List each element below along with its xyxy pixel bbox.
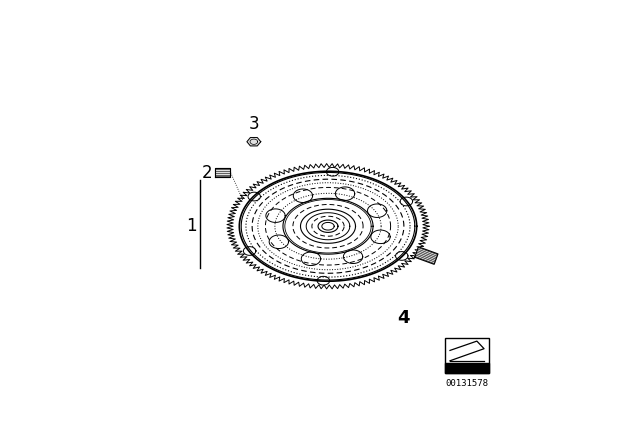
Bar — [445, 338, 490, 373]
Polygon shape — [215, 168, 230, 177]
Text: 3: 3 — [248, 116, 259, 134]
Text: 4: 4 — [397, 309, 410, 327]
Polygon shape — [415, 247, 438, 264]
Text: 00131578: 00131578 — [445, 379, 488, 388]
Text: 1: 1 — [186, 217, 197, 235]
Polygon shape — [445, 363, 490, 373]
Text: 2: 2 — [201, 164, 212, 182]
Polygon shape — [247, 138, 260, 146]
